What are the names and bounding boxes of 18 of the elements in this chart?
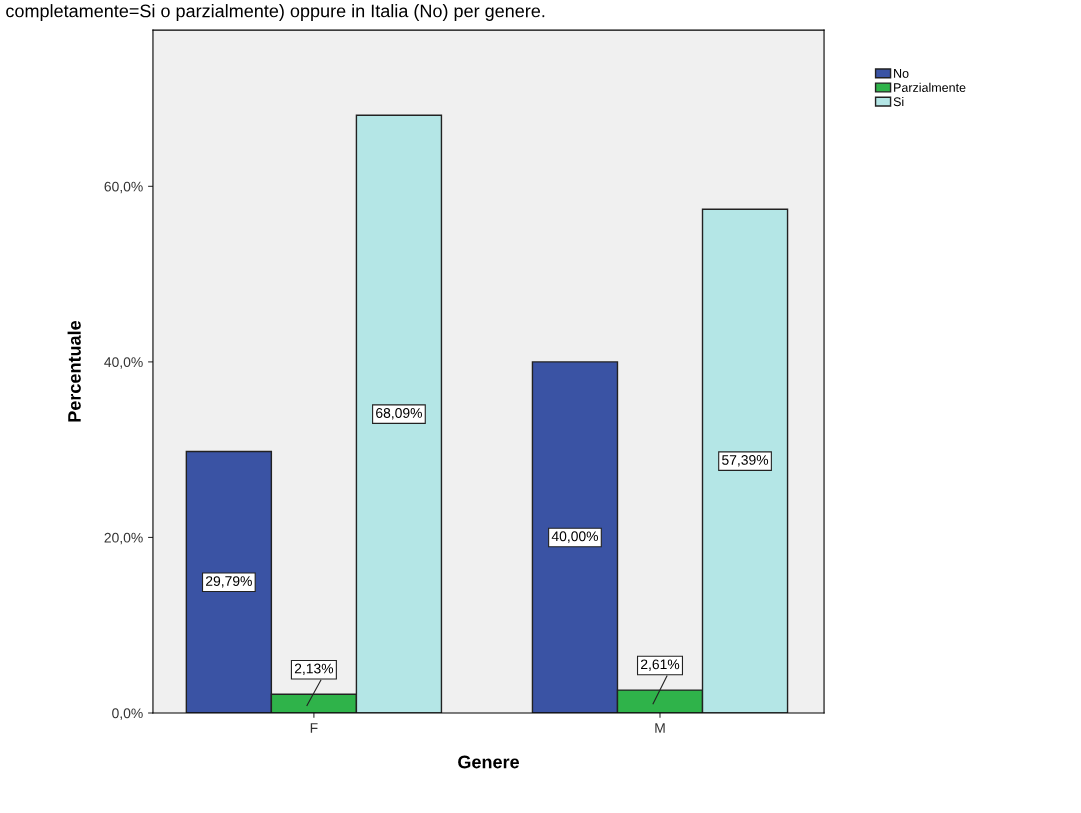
y-tick-label: 0,0% bbox=[112, 708, 143, 720]
data-label: 2,13% bbox=[294, 663, 334, 676]
data-label: 2,61% bbox=[641, 659, 680, 671]
y-axis-title: Percentuale bbox=[67, 320, 81, 422]
legend-label: Si bbox=[893, 96, 904, 107]
y-tick-label: 60,0% bbox=[104, 181, 143, 194]
y-tick-label: 40,0% bbox=[104, 357, 143, 369]
legend-label: No bbox=[894, 69, 909, 78]
x-tick-label: F bbox=[310, 723, 318, 733]
legend-label: Parzialmente bbox=[894, 82, 966, 92]
data-label: 29,79% bbox=[206, 576, 252, 588]
data-label: 40,00% bbox=[551, 531, 599, 543]
chart-title: completamente=Si o parzialmente) oppure in Italia (No) per genere. bbox=[6, 4, 545, 21]
data-label: 57,39% bbox=[722, 455, 769, 467]
y-tick-label: 20,0% bbox=[104, 532, 143, 545]
x-axis-title: Genere bbox=[458, 755, 519, 769]
data-label: 68,09% bbox=[376, 408, 422, 420]
x-tick-label: M bbox=[655, 723, 665, 733]
